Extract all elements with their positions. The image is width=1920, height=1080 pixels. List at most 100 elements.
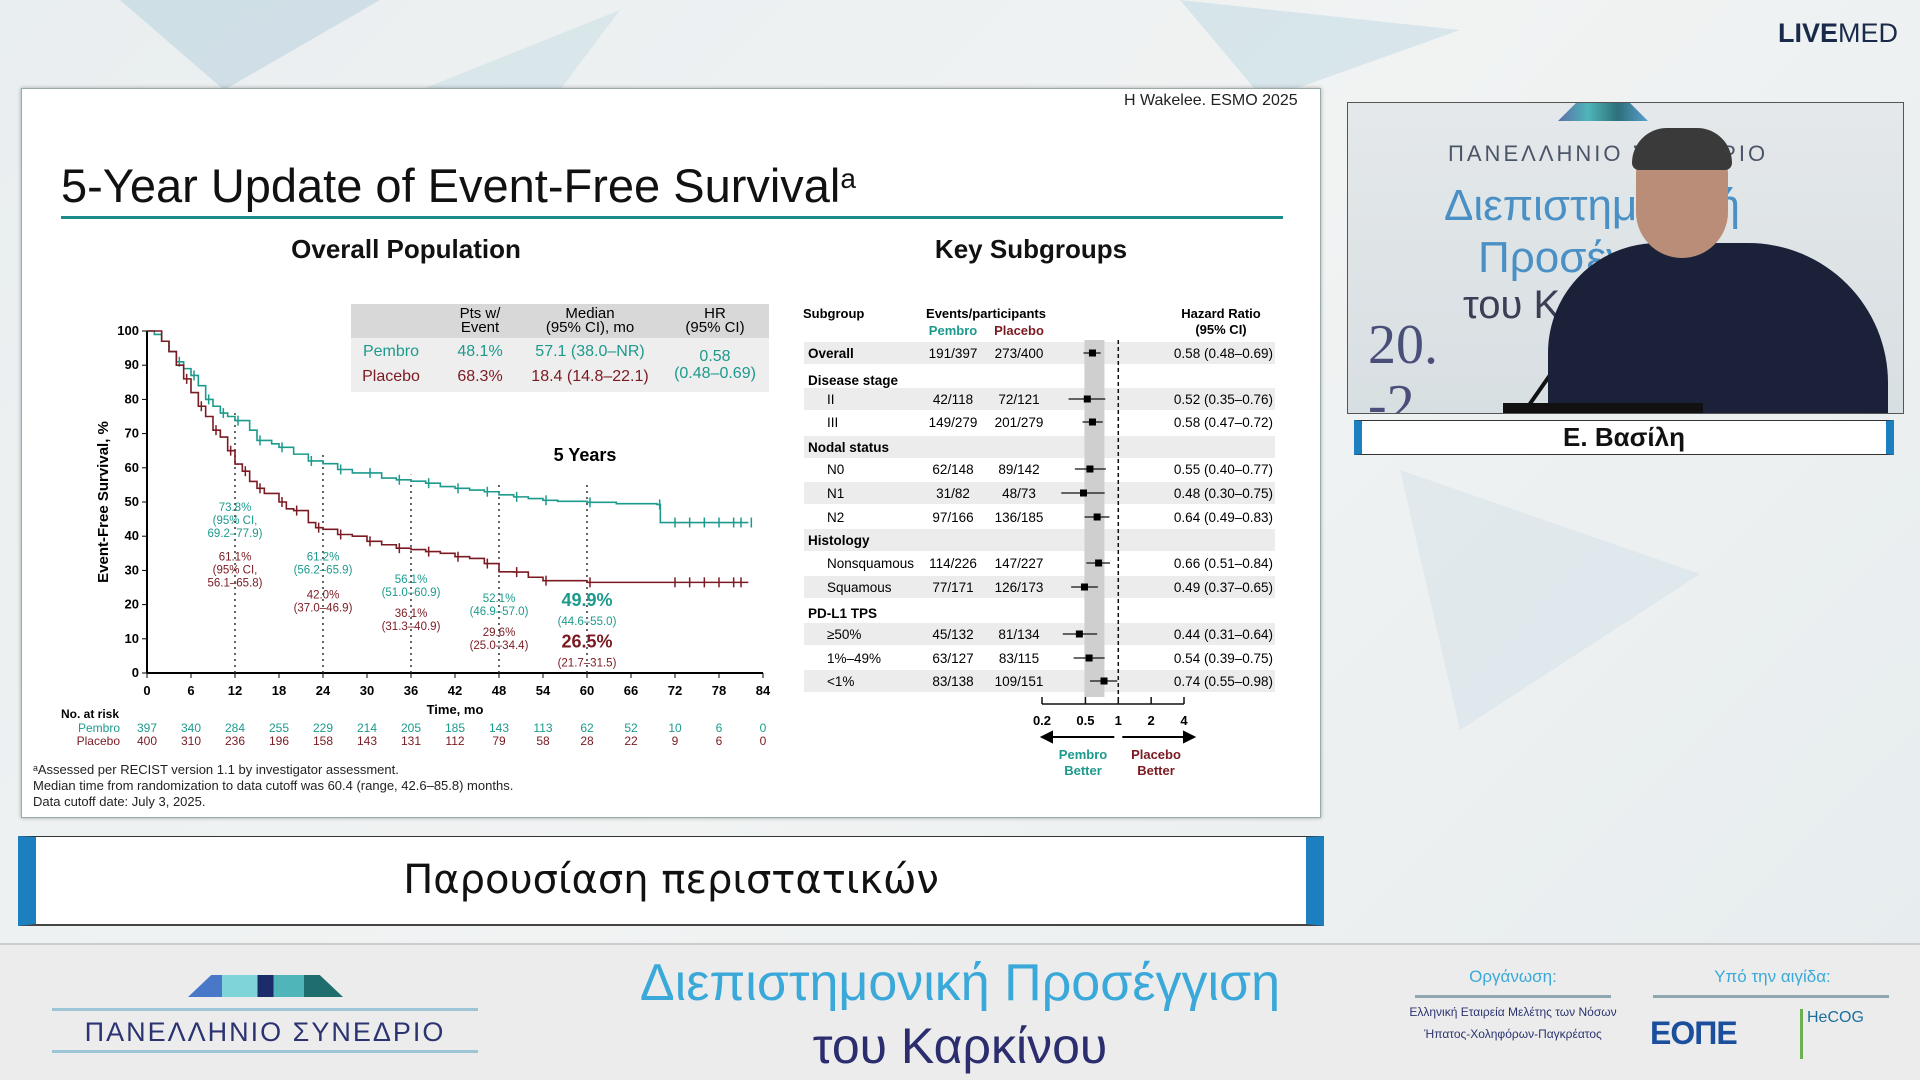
row-band	[804, 388, 1275, 410]
congress-logo-mark	[188, 975, 343, 997]
col-pembro: Pembro	[929, 323, 977, 338]
km-curve-placebo	[147, 330, 749, 584]
x-tick-label: 54	[536, 683, 551, 698]
pembro-events: 77/171	[932, 580, 973, 595]
milestone-label-pembro: 73.8%	[219, 502, 252, 514]
risk-value: 310	[181, 734, 201, 748]
placebo-pts-event: 68.3%	[457, 368, 503, 385]
col-placebo: Placebo	[994, 323, 1044, 338]
pembro-events: 62/148	[932, 462, 973, 477]
y-tick-label: 10	[125, 631, 139, 646]
milestone-label-placebo: 29.6%	[483, 627, 516, 639]
milestone-label-pembro: 56.1%	[395, 574, 428, 586]
x-axis-label: Time, mo	[427, 702, 484, 717]
hr-text: 0.54 (0.39–0.75)	[1174, 651, 1273, 666]
risk-value: 10	[668, 721, 682, 735]
hr-text: 0.58 (0.47–0.72)	[1174, 415, 1273, 430]
risk-value: 284	[225, 721, 245, 735]
risk-value: 229	[313, 721, 333, 735]
pembro-events: 45/132	[932, 627, 973, 642]
hr-tick-label: 4	[1180, 713, 1188, 728]
placebo-better-label: Better	[1137, 763, 1175, 778]
placebo-median: 18.4 (14.8–22.1)	[531, 368, 649, 385]
milestone-label-pembro: 69.2–77.9)	[208, 528, 263, 540]
pembro-events: 191/397	[929, 346, 978, 361]
placebo-events: 147/227	[995, 556, 1044, 571]
pembro-events: 149/279	[929, 415, 978, 430]
hr-point	[1093, 513, 1101, 521]
footer-title-line2: του Καρκίνου	[812, 1018, 1108, 1074]
pembro-events: 63/127	[932, 651, 973, 666]
pembro-better-label: Better	[1064, 763, 1102, 778]
pembro-better-label: Pembro	[1059, 747, 1107, 762]
organizer-label: Οργάνωση:	[1469, 967, 1557, 986]
placebo-events: 201/279	[995, 415, 1044, 430]
divider	[52, 1008, 478, 1011]
subgroup-label: III	[827, 415, 838, 430]
placebo-events: 273/400	[995, 346, 1044, 361]
subgroup-label: Nonsquamous	[827, 556, 914, 571]
backdrop-date: 20.-22.	[1368, 314, 1438, 414]
placebo-events: 72/121	[998, 392, 1039, 407]
pembro-pts-event: 48.1%	[457, 343, 503, 360]
subgroup-label: 1%–49%	[827, 651, 881, 666]
milestone-label-placebo: 26.5%	[561, 632, 612, 652]
divider	[1415, 995, 1611, 998]
col-median: Median (95% CI), mo	[545, 305, 635, 336]
hr-point	[1095, 559, 1103, 567]
col-subgroup: Subgroup	[803, 306, 864, 321]
risk-value: 112	[445, 734, 464, 748]
subgroup-label: N2	[827, 510, 844, 525]
y-tick-label: 70	[125, 426, 139, 441]
risk-value: 340	[181, 721, 201, 735]
placebo-events: 109/151	[995, 674, 1044, 689]
risk-value: 214	[357, 721, 377, 735]
subgroup-label: Disease stage	[808, 373, 899, 388]
risk-value: 205	[401, 721, 421, 735]
risk-value: 9	[672, 734, 679, 748]
hecog-logo: HeCOG	[1800, 1009, 1864, 1059]
milestone-label-pembro: (44.6–55.0)	[558, 616, 617, 628]
hr-text: 0.48 (0.30–0.75)	[1174, 486, 1273, 501]
footnote: Median time from randomization to data c…	[33, 778, 514, 793]
arm-pembro: Pembro	[362, 343, 420, 360]
hr-point	[1086, 465, 1094, 473]
y-tick-label: 60	[125, 460, 139, 475]
hr-point	[1100, 677, 1108, 685]
hr-text: 0.49 (0.37–0.65)	[1174, 580, 1273, 595]
hr-ci: (0.48–0.69)	[674, 365, 756, 382]
conference-footer: ΠΑΝΕΛΛΗΝΙΟ ΣΥΝΕΔΡΙΟ Διεπιστημονική Προσέ…	[0, 943, 1920, 1080]
risk-value: 131	[401, 734, 421, 748]
hr-point	[1083, 395, 1091, 403]
milestone-label-placebo: 56.1–65.8)	[208, 578, 263, 590]
milestone-label-placebo: (95% CI,	[213, 565, 258, 577]
x-tick-label: 24	[316, 683, 331, 698]
hr-point	[1080, 583, 1088, 591]
risk-value: 6	[716, 721, 723, 735]
milestone-label-placebo: (25.0–34.4)	[470, 640, 529, 652]
milestone-label-placebo: (21.7–31.5)	[558, 658, 617, 670]
organizer-line: Ήπατος-Χοληφόρων-Παγκρέατος	[1424, 1027, 1602, 1041]
hr-text: 0.64 (0.49–0.83)	[1174, 510, 1273, 525]
x-tick-label: 84	[756, 683, 771, 698]
x-tick-label: 18	[272, 683, 286, 698]
hr-text: 0.52 (0.35–0.76)	[1174, 392, 1273, 407]
hr-text: 0.74 (0.55–0.98)	[1174, 674, 1273, 689]
pembro-events: 42/118	[933, 392, 973, 407]
slide-citation: H Wakelee. ESMO 2025	[1124, 92, 1298, 109]
risk-value: 22	[624, 734, 638, 748]
footer-title-line1: Διεπιστημονική Προσέγγιση	[639, 954, 1281, 1012]
hr-text: 0.44 (0.31–0.64)	[1174, 627, 1273, 642]
risk-value: 113	[533, 721, 552, 735]
risk-value: 0	[760, 734, 767, 748]
y-tick-label: 0	[132, 665, 139, 680]
milestone-label-placebo: 61.1%	[219, 552, 252, 564]
milestone-label-pembro: 61.2%	[307, 552, 340, 564]
session-caption: Παρουσίαση περιστατικών	[18, 836, 1324, 926]
subgroup-label: Nodal status	[808, 440, 889, 455]
risk-value: 62	[580, 721, 594, 735]
x-tick-label: 78	[712, 683, 726, 698]
y-tick-label: 80	[125, 391, 139, 406]
